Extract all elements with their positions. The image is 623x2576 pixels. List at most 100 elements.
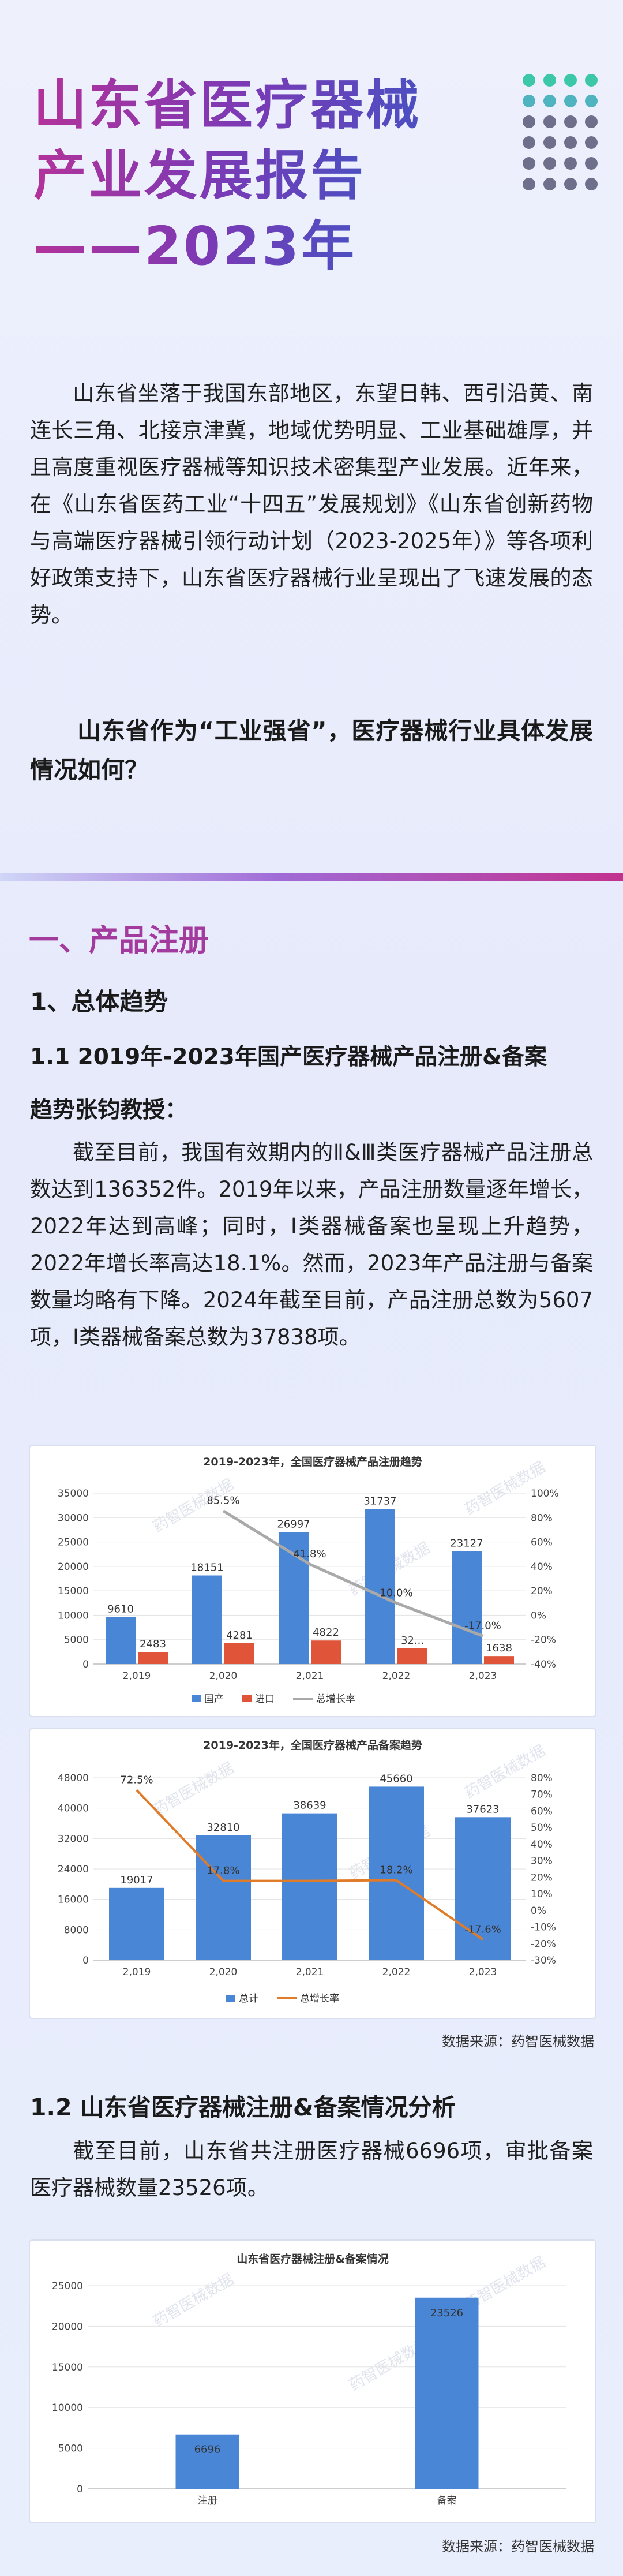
decorative-dot [543,115,556,128]
bar [311,1640,341,1664]
y2-tick-label: -20% [531,1635,556,1646]
bar [138,1652,168,1664]
legend-label: 总增长率 [300,1993,339,2005]
decorative-dot [564,95,577,107]
y2-tick-label: 30% [531,1856,553,1867]
x-tick-label: 2,020 [209,1966,238,1978]
bar [397,1648,427,1664]
y-tick-label: 5000 [64,1635,89,1646]
y-tick-label: 20000 [58,1561,89,1573]
data-label: 26997 [277,1519,310,1531]
decorative-dot [585,95,598,107]
y2-tick-label: 20% [531,1872,553,1883]
intro-question: 山东省作为“工业强省”，医疗器械行业具体发展情况如何？ [30,717,593,784]
x-tick-label: 注册 [198,2495,217,2507]
bar [484,1656,514,1664]
decorative-dot [523,95,535,107]
y2-tick-label: -20% [531,1938,556,1950]
title-line-3: ——2023年 [33,215,357,277]
y-tick-label: 25000 [52,2280,83,2292]
x-tick-label: 2,022 [382,1966,411,1978]
section-divider [0,873,623,881]
decorative-dot [564,115,577,128]
y-tick-label: 0 [82,1955,89,1966]
y-tick-label: 15000 [58,1586,89,1597]
y-tick-label: 5000 [58,2443,83,2455]
data-label: 2483 [140,1638,166,1650]
y-tick-label: 15000 [52,2362,83,2373]
y-tick-label: 24000 [58,1864,89,1875]
data-label: 23127 [450,1537,483,1549]
y2-tick-label: 10% [531,1889,553,1900]
chart-title: 山东省医疗器械注册&备案情况 [237,2252,389,2265]
decorative-dot [585,136,598,149]
y2-tick-label: -10% [531,1922,556,1934]
x-tick-label: 2,021 [296,1966,324,1978]
decorative-dot [585,178,598,190]
y-tick-label: 25000 [58,1537,89,1549]
bar [365,1509,395,1664]
x-tick-label: 2,022 [382,1670,411,1682]
decorative-dot [523,157,535,170]
chart-card-filing-trend: 药智医械数据药智医械数据药智医械数据2019-2023年，全国医疗器械产品备案趋… [29,1728,596,2019]
x-tick-label: 2,021 [296,1670,324,1682]
data-label: 45660 [380,1773,412,1785]
y-tick-label: 30000 [58,1512,89,1524]
y-tick-label: 0 [77,2484,83,2495]
y-tick-label: 8000 [64,1924,89,1936]
decorative-dot [543,136,556,149]
y-tick-label: 10000 [52,2402,83,2414]
y-tick-label: 35000 [58,1488,89,1500]
y-tick-label: 10000 [58,1610,89,1621]
line-series [222,1509,483,1637]
decorative-dot [523,178,535,190]
y2-tick-label: -40% [531,1659,556,1670]
shandong-paragraph: 截至目前，山东省共注册医疗器械6696项，审批备案医疗器械数量23526项。 [30,2138,593,2200]
bar [452,1551,482,1664]
line-data-label: 85.5% [207,1495,239,1507]
legend-label: 总计 [239,1993,258,2005]
bar [455,1817,511,1960]
data-label: 18151 [190,1561,223,1573]
y2-tick-label: 20% [531,1586,553,1597]
bar [282,1813,337,1960]
data-label: 4822 [313,1627,339,1639]
line-data-label: -17.6% [464,1923,501,1935]
y2-tick-label: 60% [531,1537,553,1549]
decorative-dot-grid [523,74,598,190]
bar [175,2434,239,2489]
bar [196,1835,251,1960]
y2-tick-label: 0% [531,1610,546,1621]
bar [106,1617,136,1664]
bar [415,2297,479,2489]
data-label: 4281 [226,1629,253,1642]
subheading-overall-trend: 1、总体趋势 [30,988,168,1016]
legend-label: 国产 [204,1693,224,1705]
watermark: 药智医械数据 [151,1759,237,1819]
decorative-dot [585,74,598,87]
title-line-2: 产业发展报告 [33,145,366,207]
bar [369,1786,424,1960]
data-label: 1638 [486,1642,512,1654]
line-data-label: 10.0% [380,1587,412,1599]
y-tick-label: 32000 [58,1833,89,1845]
x-tick-label: 备案 [437,2495,457,2507]
title-line-1: 山东省医疗器械 [33,74,422,136]
decorative-dot [523,115,535,128]
data-label: 6696 [194,2444,221,2456]
decorative-dot [564,157,577,170]
y2-tick-label: 50% [531,1822,553,1834]
y-tick-label: 40000 [58,1803,89,1815]
y2-tick-label: -30% [531,1955,556,1966]
bar [224,1643,254,1664]
chart-card-registration-trend: 药智医械数据药智医械数据药智医械数据2019-2023年，全国医疗器械产品注册趋… [29,1445,596,1717]
y-tick-label: 48000 [58,1773,89,1784]
decorative-dot [523,74,535,87]
data-label: 19017 [120,1874,153,1886]
data-source-1: 数据来源：药智医械数据 [442,2033,594,2050]
decorative-dot [543,157,556,170]
bar [109,1887,164,1960]
y2-tick-label: 70% [531,1789,553,1801]
legend-swatch [192,1695,201,1702]
data-label: 32... [401,1635,424,1647]
